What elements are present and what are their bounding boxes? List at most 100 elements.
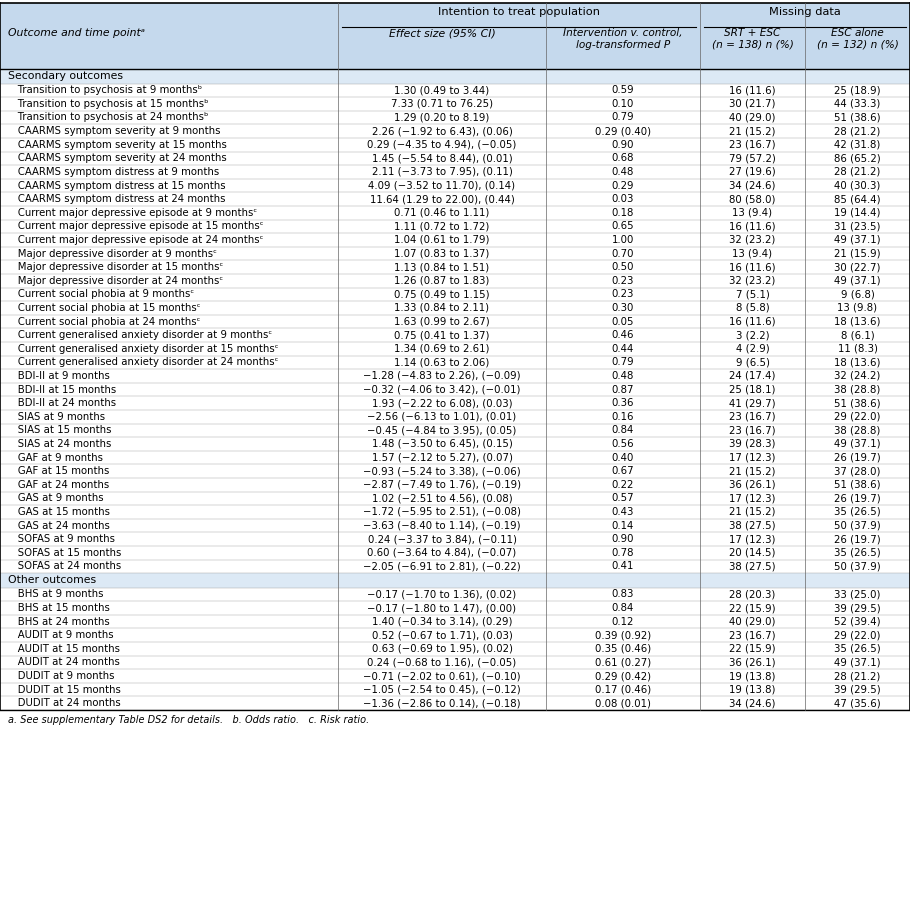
- Text: 18 (13.6): 18 (13.6): [834, 357, 881, 367]
- Text: 13 (9.4): 13 (9.4): [733, 248, 773, 258]
- Text: 25 (18.1): 25 (18.1): [729, 384, 775, 394]
- Text: 4.09 (−3.52 to 11.70), (0.14): 4.09 (−3.52 to 11.70), (0.14): [369, 181, 516, 191]
- Text: 0.41: 0.41: [612, 562, 634, 572]
- Text: 1.34 (0.69 to 2.61): 1.34 (0.69 to 2.61): [394, 344, 490, 354]
- Text: 0.08 (0.01): 0.08 (0.01): [595, 698, 651, 708]
- Text: 0.22: 0.22: [612, 480, 634, 490]
- Text: 0.79: 0.79: [612, 357, 634, 367]
- Text: 86 (65.2): 86 (65.2): [834, 153, 881, 163]
- Text: Transition to psychosis at 15 monthsᵇ: Transition to psychosis at 15 monthsᵇ: [8, 99, 208, 109]
- Text: GAF at 15 months: GAF at 15 months: [8, 466, 109, 476]
- Text: 30 (22.7): 30 (22.7): [834, 262, 881, 272]
- Text: 1.30 (0.49 to 3.44): 1.30 (0.49 to 3.44): [394, 86, 490, 95]
- Bar: [0, 315, 910, 328]
- Text: 27 (19.6): 27 (19.6): [729, 166, 776, 177]
- Text: 0.59: 0.59: [612, 86, 634, 95]
- Text: 25 (18.9): 25 (18.9): [834, 86, 881, 95]
- Bar: [0, 247, 910, 260]
- Text: 16 (11.6): 16 (11.6): [729, 221, 776, 231]
- Bar: [0, 328, 910, 342]
- Text: 39 (28.3): 39 (28.3): [729, 439, 775, 449]
- Bar: [0, 382, 910, 396]
- Text: 24 (17.4): 24 (17.4): [729, 371, 775, 381]
- Text: CAARMS symptom severity at 15 months: CAARMS symptom severity at 15 months: [8, 140, 227, 149]
- Text: 36 (26.1): 36 (26.1): [729, 657, 776, 668]
- Text: 0.87: 0.87: [612, 384, 634, 394]
- Text: 19 (13.8): 19 (13.8): [729, 685, 775, 695]
- Bar: [0, 437, 910, 451]
- Text: 0.36: 0.36: [612, 398, 634, 408]
- Text: 0.10: 0.10: [612, 99, 634, 109]
- Text: 0.35 (0.46): 0.35 (0.46): [595, 644, 652, 653]
- Text: SOFAS at 15 months: SOFAS at 15 months: [8, 548, 121, 558]
- Text: 51 (38.6): 51 (38.6): [834, 398, 881, 408]
- Text: Current major depressive episode at 9 monthsᶜ: Current major depressive episode at 9 mo…: [8, 208, 258, 218]
- Text: 37 (28.0): 37 (28.0): [834, 466, 881, 476]
- Text: Secondary outcomes: Secondary outcomes: [8, 71, 123, 81]
- Text: 23 (16.7): 23 (16.7): [729, 426, 776, 436]
- Text: 49 (37.1): 49 (37.1): [834, 439, 881, 449]
- Text: 1.57 (−2.12 to 5.27), (0.07): 1.57 (−2.12 to 5.27), (0.07): [371, 453, 512, 463]
- Text: 41 (29.7): 41 (29.7): [729, 398, 776, 408]
- Text: 4 (2.9): 4 (2.9): [735, 344, 769, 354]
- Text: Transition to psychosis at 24 monthsᵇ: Transition to psychosis at 24 monthsᵇ: [8, 112, 208, 122]
- Text: 0.83: 0.83: [612, 590, 634, 599]
- Bar: [0, 151, 910, 165]
- Text: 0.18: 0.18: [612, 208, 634, 218]
- Text: 23 (16.7): 23 (16.7): [729, 411, 776, 422]
- Text: BDI-II at 9 months: BDI-II at 9 months: [8, 371, 110, 381]
- Bar: [0, 274, 910, 287]
- Text: 1.93 (−2.22 to 6.08), (0.03): 1.93 (−2.22 to 6.08), (0.03): [371, 398, 512, 408]
- Bar: [0, 356, 910, 369]
- Bar: [0, 165, 910, 179]
- Text: 1.29 (0.20 to 8.19): 1.29 (0.20 to 8.19): [394, 112, 490, 122]
- Text: 1.40 (−0.34 to 3.14), (0.29): 1.40 (−0.34 to 3.14), (0.29): [372, 616, 512, 626]
- Text: 9 (6.5): 9 (6.5): [735, 357, 770, 367]
- Text: SOFAS at 9 months: SOFAS at 9 months: [8, 534, 115, 544]
- Text: 0.90: 0.90: [612, 534, 634, 544]
- Bar: [0, 505, 910, 518]
- Text: 28 (20.3): 28 (20.3): [729, 590, 775, 599]
- Text: 26 (19.7): 26 (19.7): [834, 534, 881, 544]
- Text: 38 (28.8): 38 (28.8): [834, 384, 881, 394]
- Text: 0.60 (−3.64 to 4.84), (−0.07): 0.60 (−3.64 to 4.84), (−0.07): [368, 548, 517, 558]
- Text: −0.93 (−5.24 to 3.38), (−0.06): −0.93 (−5.24 to 3.38), (−0.06): [363, 466, 521, 476]
- Text: 0.16: 0.16: [612, 411, 634, 422]
- Bar: [0, 138, 910, 151]
- Text: SRT + ESC
(n = 138) n (%): SRT + ESC (n = 138) n (%): [712, 28, 794, 50]
- Text: 0.46: 0.46: [612, 330, 634, 340]
- Text: CAARMS symptom distress at 9 months: CAARMS symptom distress at 9 months: [8, 166, 219, 177]
- Text: 20 (14.5): 20 (14.5): [729, 548, 775, 558]
- Text: 0.24 (−0.68 to 1.16), (−0.05): 0.24 (−0.68 to 1.16), (−0.05): [368, 657, 517, 668]
- Text: 0.65: 0.65: [612, 221, 634, 231]
- Text: 1.00: 1.00: [612, 235, 634, 245]
- Text: 8 (5.8): 8 (5.8): [735, 303, 769, 313]
- Text: 21 (15.2): 21 (15.2): [729, 466, 775, 476]
- Bar: [0, 111, 910, 124]
- Text: a. See supplementary Table DS2 for details.   b. Odds ratio.   c. Risk ratio.: a. See supplementary Table DS2 for detai…: [8, 715, 369, 725]
- Text: CAARMS symptom distress at 24 months: CAARMS symptom distress at 24 months: [8, 194, 226, 204]
- Text: 0.40: 0.40: [612, 453, 634, 463]
- Text: 0.29: 0.29: [612, 181, 634, 191]
- Text: SIAS at 9 months: SIAS at 9 months: [8, 411, 106, 422]
- Bar: [0, 97, 910, 111]
- Text: Major depressive disorder at 24 monthsᶜ: Major depressive disorder at 24 monthsᶜ: [8, 275, 223, 285]
- Text: 17 (12.3): 17 (12.3): [729, 493, 775, 503]
- Text: 30 (21.7): 30 (21.7): [729, 99, 775, 109]
- Text: 7 (5.1): 7 (5.1): [735, 289, 770, 300]
- Text: 28 (21.2): 28 (21.2): [834, 126, 881, 136]
- Bar: [0, 478, 910, 491]
- Text: 32 (23.2): 32 (23.2): [729, 275, 775, 285]
- Text: GAF at 24 months: GAF at 24 months: [8, 480, 109, 490]
- Text: 1.14 (0.63 to 2.06): 1.14 (0.63 to 2.06): [394, 357, 490, 367]
- Text: 0.90: 0.90: [612, 140, 634, 149]
- Text: Intention to treat population: Intention to treat population: [438, 7, 600, 17]
- Bar: [0, 424, 910, 437]
- Bar: [0, 518, 910, 532]
- Text: 1.04 (0.61 to 1.79): 1.04 (0.61 to 1.79): [394, 235, 490, 245]
- Text: 0.63 (−0.69 to 1.95), (0.02): 0.63 (−0.69 to 1.95), (0.02): [371, 644, 512, 653]
- Text: 0.71 (0.46 to 1.11): 0.71 (0.46 to 1.11): [394, 208, 490, 218]
- Bar: [0, 670, 910, 683]
- Text: 11.64 (1.29 to 22.00), (0.44): 11.64 (1.29 to 22.00), (0.44): [369, 194, 514, 204]
- Text: 29 (22.0): 29 (22.0): [834, 411, 881, 422]
